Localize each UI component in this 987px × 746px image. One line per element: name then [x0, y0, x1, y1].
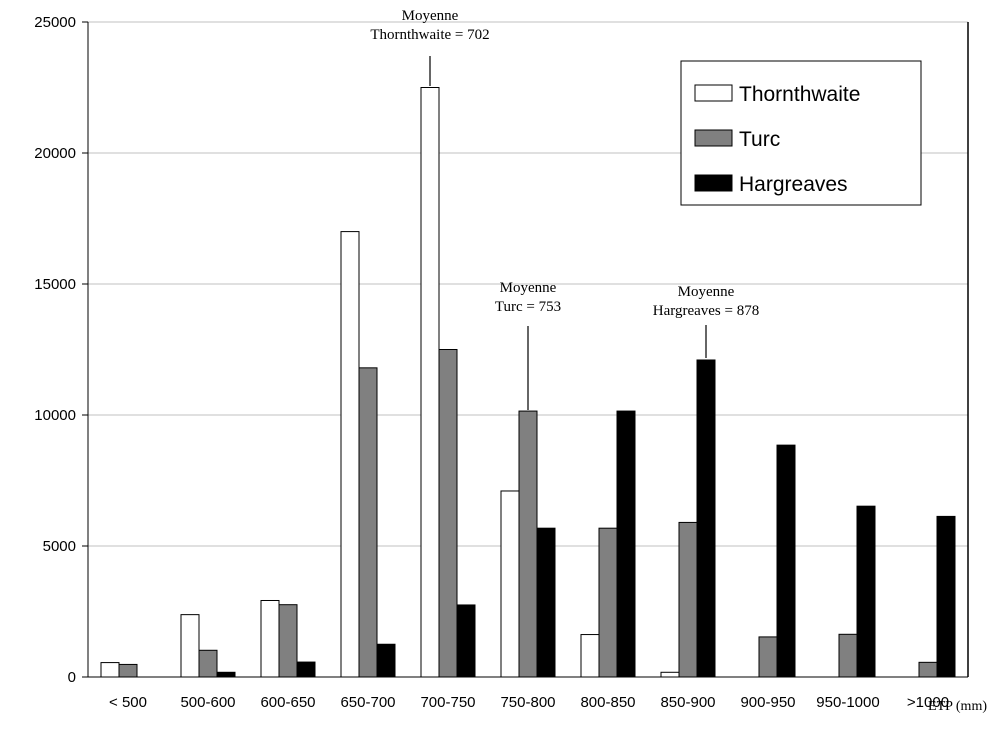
bar-hargreaves [856, 505, 876, 678]
bar-hargreaves [296, 661, 316, 678]
y-tick-label: 10000 [34, 407, 76, 424]
x-tick-label: 750-800 [500, 694, 555, 711]
legend-label-hargreaves: Hargreaves [739, 173, 848, 196]
x-tick-label: >1000 [907, 694, 949, 711]
mean-annotation: Moyenne Thornthwaite = 702 [370, 8, 490, 86]
mean-annotation: Moyenne Hargreaves = 878 [653, 284, 759, 358]
bar-turc [198, 649, 218, 678]
bar-thornthwaite [260, 599, 280, 678]
annotation-text: Thornthwaite = 702 [370, 27, 489, 43]
y-tick-label: 0 [68, 669, 76, 686]
y-tick-labels: 0 5000 10000 15000 20000 25000 [34, 14, 76, 686]
bar-thornthwaite [500, 490, 520, 678]
bar-turc [598, 527, 618, 678]
legend-swatch-turc [694, 129, 733, 147]
x-tick-label: < 500 [109, 694, 147, 711]
bar-thornthwaite [420, 87, 440, 678]
x-tick-label: 500-600 [180, 694, 235, 711]
mean-annotation: Moyenne Turc = 753 [495, 280, 561, 410]
annotation-text: Moyenne [678, 284, 735, 300]
bar-thornthwaite [580, 634, 600, 678]
bar-turc [918, 661, 938, 678]
bar-thornthwaite [180, 614, 200, 678]
bar-hargreaves [616, 410, 636, 678]
bar-hargreaves [456, 604, 476, 678]
legend-label-thornthwaite: Thornthwaite [739, 83, 860, 106]
y-tick-label: 25000 [34, 14, 76, 31]
y-tick-label: 15000 [34, 276, 76, 293]
bar-hargreaves [376, 643, 396, 678]
y-tick-label: 20000 [34, 145, 76, 162]
bar-turc [118, 663, 138, 678]
x-tick-label: 850-900 [660, 694, 715, 711]
axes [87, 22, 969, 678]
x-tick-labels: < 500 500-600 600-650 650-700 700-750 750-800… [109, 694, 949, 711]
x-tick-label: 950-1000 [816, 694, 879, 711]
gridlines [82, 21, 968, 678]
bar-hargreaves [776, 444, 796, 678]
annotation-text: Moyenne [500, 280, 557, 296]
bar-turc [678, 521, 698, 678]
mean-annotations: Moyenne Thornthwaite = 702 Moyenne Turc = 7… [370, 8, 759, 410]
x-tick-label: 650-700 [340, 694, 395, 711]
bar-hargreaves [936, 515, 956, 678]
x-axis-label: ETP (mm) [928, 699, 987, 714]
annotation-text: Hargreaves = 878 [653, 303, 759, 319]
bar-turc [438, 349, 458, 678]
x-tick-label: 800-850 [580, 694, 635, 711]
y-tick-label: 5000 [43, 538, 76, 555]
bar-turc [518, 410, 538, 678]
bar-turc [358, 367, 378, 678]
bar-turc [278, 604, 298, 678]
bar-thornthwaite [660, 671, 680, 678]
bar-hargreaves [696, 359, 716, 678]
bar-thornthwaite [340, 231, 360, 678]
bar-thornthwaite [100, 662, 120, 678]
bar-hargreaves [216, 671, 236, 678]
legend: Thornthwaite Turc Hargreaves [680, 60, 922, 206]
bar-hargreaves [536, 527, 556, 678]
bar-turc [758, 636, 778, 678]
legend-swatch-thornthwaite [694, 84, 733, 102]
x-tick-label: 700-750 [420, 694, 475, 711]
bar-turc [838, 633, 858, 678]
annotation-text: Turc = 753 [495, 299, 561, 315]
x-tick-label: 900-950 [740, 694, 795, 711]
legend-swatch-hargreaves [694, 174, 733, 192]
x-tick-label: 600-650 [260, 694, 315, 711]
legend-label-turc: Turc [739, 128, 780, 151]
bars [100, 87, 956, 678]
annotation-text: Moyenne [402, 8, 459, 24]
